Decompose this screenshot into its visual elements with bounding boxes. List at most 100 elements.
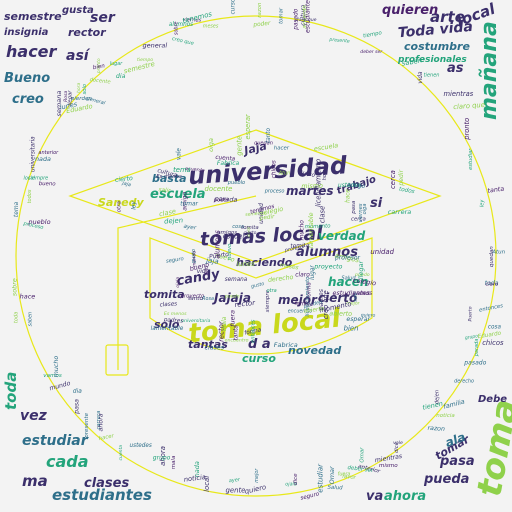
graduation-cap-icon [68,129,442,376]
small-word: jaja [205,256,219,265]
small-word: parada [213,195,237,204]
small-word: deber ser [347,465,374,474]
word-jaja-top: Jaja [241,139,268,158]
word-clases: clases [84,476,129,491]
small-word: cultura [300,4,307,25]
small-word: acuerdo [303,5,309,29]
small-word: alumnos [169,22,193,28]
word-tomita: tomita [144,288,185,301]
small-word: mientras [444,90,474,98]
small-word: sobre [174,22,180,35]
small-word: nuevo [227,244,233,260]
small-word: pasado [463,360,486,367]
small-word: ojala [285,481,297,487]
small-word: rector [234,299,256,309]
small-word: Eduardo [477,331,502,341]
word-hacer: hacer [6,42,58,61]
small-word: ayer [183,224,197,232]
small-word: dia [116,73,126,80]
small-word: pasado [294,8,300,30]
small-word: amigo [182,191,189,210]
word-alumnos: alumnos [296,245,358,260]
small-word: mundo [192,251,198,267]
small-word: momento [304,223,331,230]
small-word: nada [193,461,201,477]
small-word: profesor [334,255,361,262]
small-word: Salud [327,485,343,492]
small-word: toda [485,279,499,287]
small-word: Omar [360,447,366,463]
small-word: razon [427,425,445,433]
small-word: quiero [361,312,376,318]
small-word: cerca [389,170,397,189]
word-estudiantes: estudiantes [52,486,152,504]
small-word: hora [322,169,328,180]
small-word: Es menos [156,174,182,180]
word-costumbre: costumbre [404,40,470,53]
small-word: acuerdo [184,166,204,174]
small-word: poder [213,198,230,204]
small-word: familia [294,301,314,308]
small-word: Salud [341,276,356,282]
small-words: gusto oiga profesor ayer Atun ustedes bien cosa… [11,0,506,502]
small-word: curso [231,0,237,14]
small-word: saben [28,312,34,326]
small-word: tomar [278,7,284,24]
small-word: tomita [241,225,259,231]
small-word: seguro [166,256,185,265]
small-word: proceso [22,221,44,231]
small-word: cerca [351,216,366,222]
small-word: hace [20,293,36,301]
small-word: unidad [258,203,265,224]
small-word: cierto [244,230,257,236]
small-word: fuera [229,310,237,327]
small-word: quedan [254,141,273,147]
small-word: esperar [244,113,252,139]
small-word: ley [480,199,486,207]
word-manana: mañana [477,21,502,120]
small-word: vida [197,268,210,275]
small-word: bueno [39,181,57,187]
small-word: esperar [346,316,370,323]
word-haciendo: haciendo [236,256,293,269]
word-novedad: novedad [288,344,341,357]
small-word: cultura [157,168,179,179]
small-word: Atun [278,171,290,177]
small-word: ustedes [130,443,152,449]
word-hacen: hacen [328,275,368,289]
small-word: universitaria [31,136,37,172]
small-word: estudiantes [333,289,371,297]
small-word: quedan [489,246,495,268]
small-word: estudiar [468,148,474,170]
small-word: Es menos [164,311,187,317]
small-word: colegio [353,276,377,287]
word-profesionales: profesionales [397,55,467,65]
small-word: padres [163,317,184,324]
small-word: noticia [436,413,455,419]
small-word: claro [485,282,498,288]
small-word: sobre [11,278,19,296]
word-da: d a [248,337,271,352]
word-pasa: pasa [439,454,475,469]
small-word: salir [158,187,171,194]
small-word: tenemos [250,204,276,216]
word-escuela: escuela [150,187,206,202]
small-word: chicos [482,339,504,347]
word-si: si [370,196,383,211]
small-word: mismo [301,182,323,190]
small-word: chicos [271,160,277,178]
word-creo: creo [12,92,44,107]
small-word: claro que [295,17,317,23]
small-word: nuevo [215,252,236,264]
small-word: universitaria [181,318,211,324]
small-word: ayer [229,477,242,484]
small-word: favor [342,474,357,481]
small-word: creo que [171,36,194,47]
small-word: lamentable [151,326,184,332]
small-word: presente [328,37,350,45]
small-word: gente [226,486,246,494]
small-word: lugar [110,61,123,67]
small-word: seguro [300,491,321,502]
small-word: pasa [74,399,81,415]
